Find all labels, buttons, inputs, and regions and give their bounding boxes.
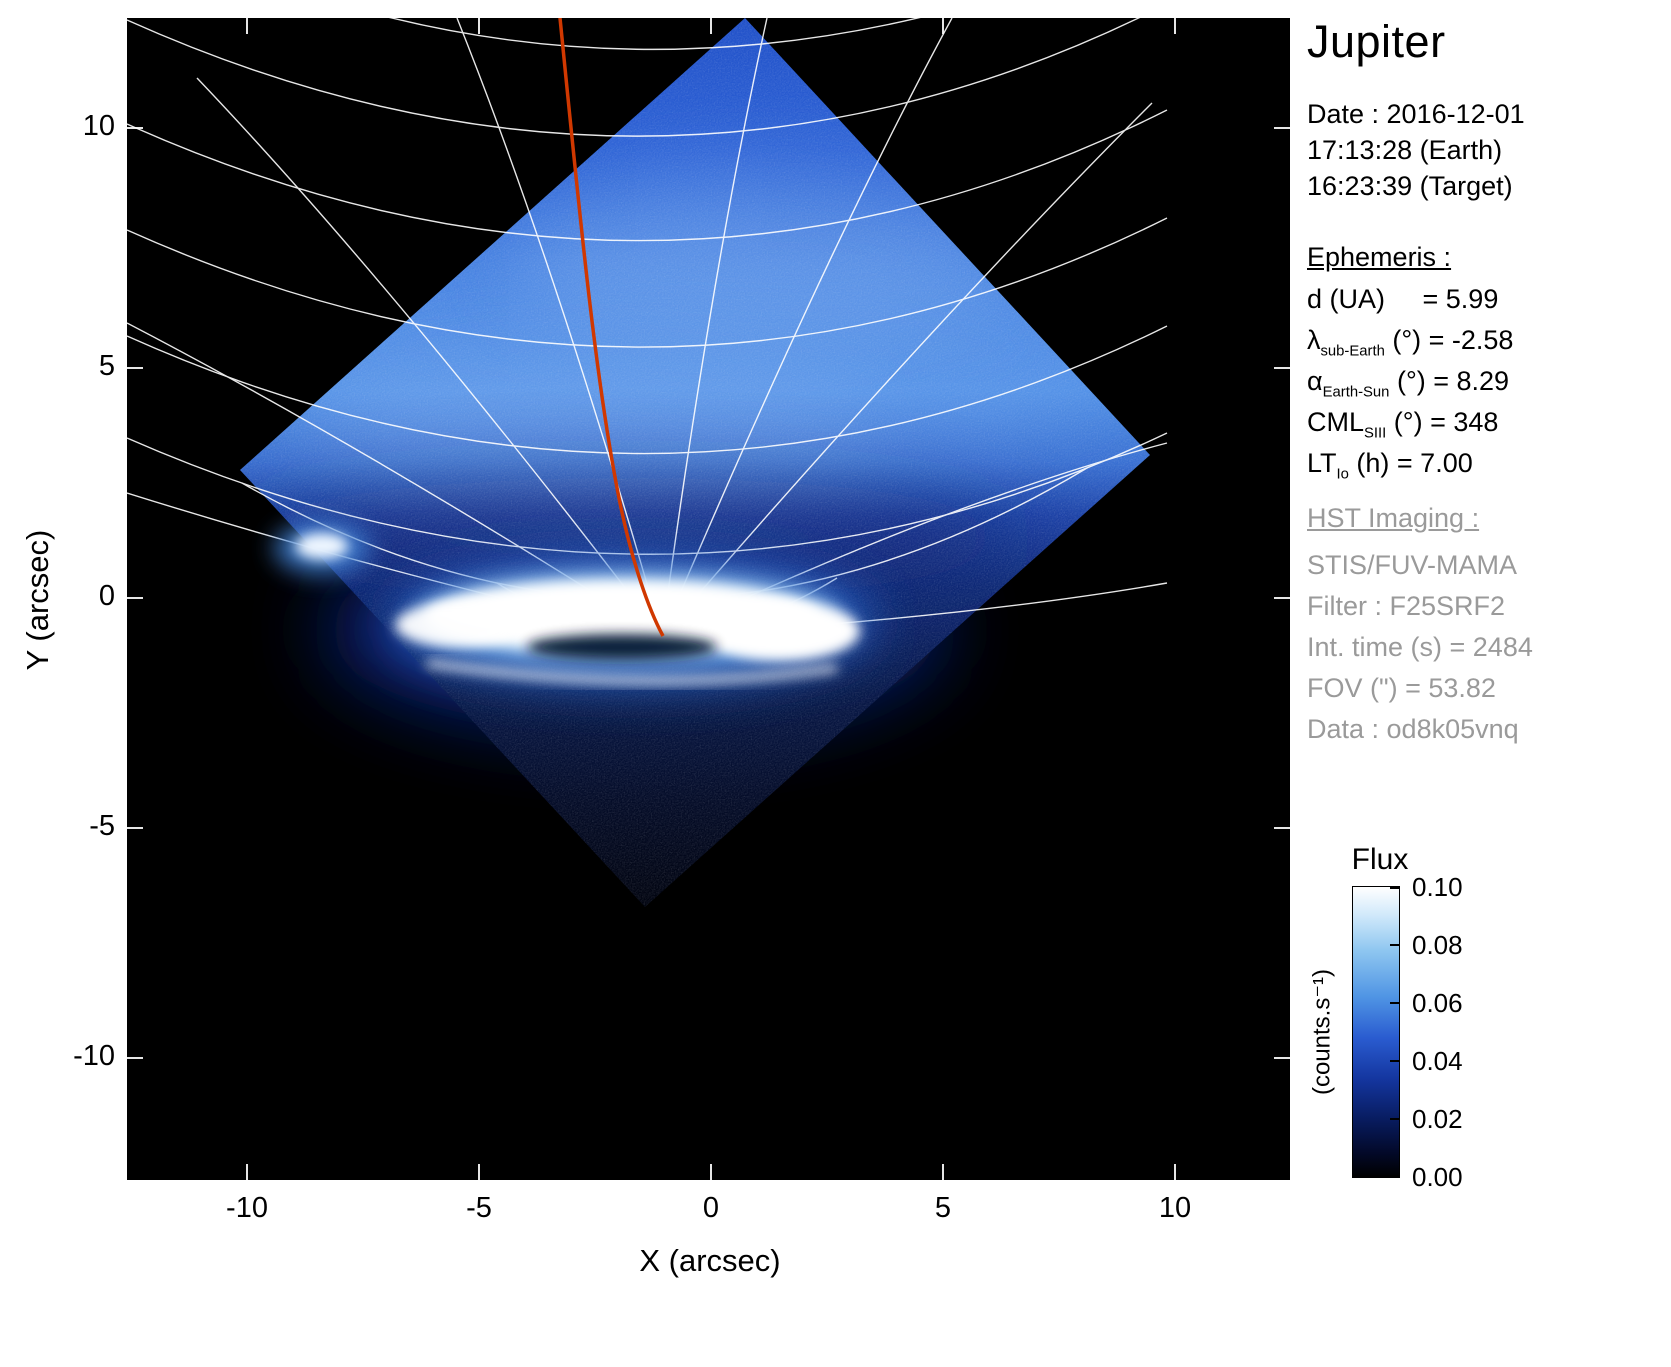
hst-imaging-block: STIS/FUV-MAMA Filter : F25SRF2 Int. time… [1307, 545, 1533, 750]
image-plot-area [127, 18, 1290, 1180]
y-tick-10: 10 [82, 110, 115, 142]
colorbar-tickmark [1390, 1060, 1399, 1062]
target-time-line: 16:23:39 (Target) [1307, 171, 1513, 201]
ephemeris-row-io-local-time: LTIo (h) = 7.00 [1307, 448, 1473, 483]
ephemeris-row-sub-earth-lat: λsub-Earth (°) = -2.58 [1307, 325, 1514, 360]
filter-line: Filter : F25SRF2 [1307, 591, 1506, 621]
data-id-line: Data : od8k05vnq [1307, 714, 1519, 744]
ephemeris-row-cml: CMLSIII (°) = 348 [1307, 407, 1499, 442]
ephemeris-row-phase-angle: αEarth-Sun (°) = 8.29 [1307, 366, 1510, 401]
colorbar-tick-000: 0.00 [1412, 1162, 1463, 1192]
fuv-image-diamond [240, 18, 1150, 907]
colorbar-tick-002: 0.02 [1412, 1104, 1463, 1134]
colorbar-tickmark [1390, 1002, 1399, 1004]
colorbar-tickmark [1390, 887, 1399, 889]
earth-time-line: 17:13:28 (Earth) [1307, 135, 1503, 165]
auroral-oval [392, 563, 872, 685]
date-block: Date : 2016-12-01 17:13:28 (Earth) 16:23… [1307, 96, 1525, 204]
date-line: Date : 2016-12-01 [1307, 99, 1525, 129]
colorbar-tick-004: 0.04 [1412, 1046, 1463, 1076]
axis-tickmarks [127, 18, 1290, 1180]
colorbar-unit-label: (counts.s⁻¹) [1308, 968, 1336, 1096]
colorbar-tick-010: 0.10 [1412, 872, 1463, 902]
y-tick-5: 5 [98, 350, 115, 382]
int-time-line: Int. time (s) = 2484 [1307, 632, 1533, 662]
colorbar-gradient [1352, 886, 1400, 1178]
secondary-bright-spot [274, 522, 370, 574]
colorbar-tickmark [1390, 1118, 1399, 1120]
y-tick-neg10: -10 [73, 1040, 115, 1072]
x-tick-10: 10 [1158, 1192, 1192, 1224]
image-noise-speckle [240, 18, 1150, 907]
colorbar-tickmark [1390, 944, 1399, 946]
colorbar-tickmark [1390, 1175, 1399, 1177]
x-tick-5: 5 [934, 1192, 952, 1224]
ephemeris-rows: d (UA) = 5.99 λsub-Earth (°) = -2.58 αEa… [1307, 284, 1513, 489]
fuv-image-canvas [127, 18, 1290, 1180]
x-tick-neg5: -5 [466, 1192, 492, 1224]
x-tick-neg10: -10 [226, 1192, 268, 1224]
colorbar-tick-006: 0.06 [1412, 988, 1463, 1018]
figure-title: Jupiter [1307, 16, 1446, 67]
x-tick-0: 0 [702, 1192, 720, 1224]
oval-dark-notch [527, 634, 717, 660]
ephemeris-row-distance: d (UA) = 5.99 [1307, 284, 1499, 314]
y-tick-neg5: -5 [89, 810, 115, 842]
colorbar-title: Flux [1351, 843, 1409, 876]
fov-line: FOV (") = 53.82 [1307, 673, 1496, 703]
y-tick-0: 0 [98, 580, 115, 612]
x-axis-label: X (arcsec) [639, 1243, 781, 1278]
ephemeris-heading: Ephemeris : [1307, 242, 1452, 272]
orange-track-curve [558, 18, 665, 637]
colorbar-tick-008: 0.08 [1412, 930, 1463, 960]
hst-imaging-heading: HST Imaging : [1307, 503, 1480, 533]
y-axis-label: Y (arcsec) [20, 529, 55, 671]
instrument-line: STIS/FUV-MAMA [1307, 550, 1518, 580]
